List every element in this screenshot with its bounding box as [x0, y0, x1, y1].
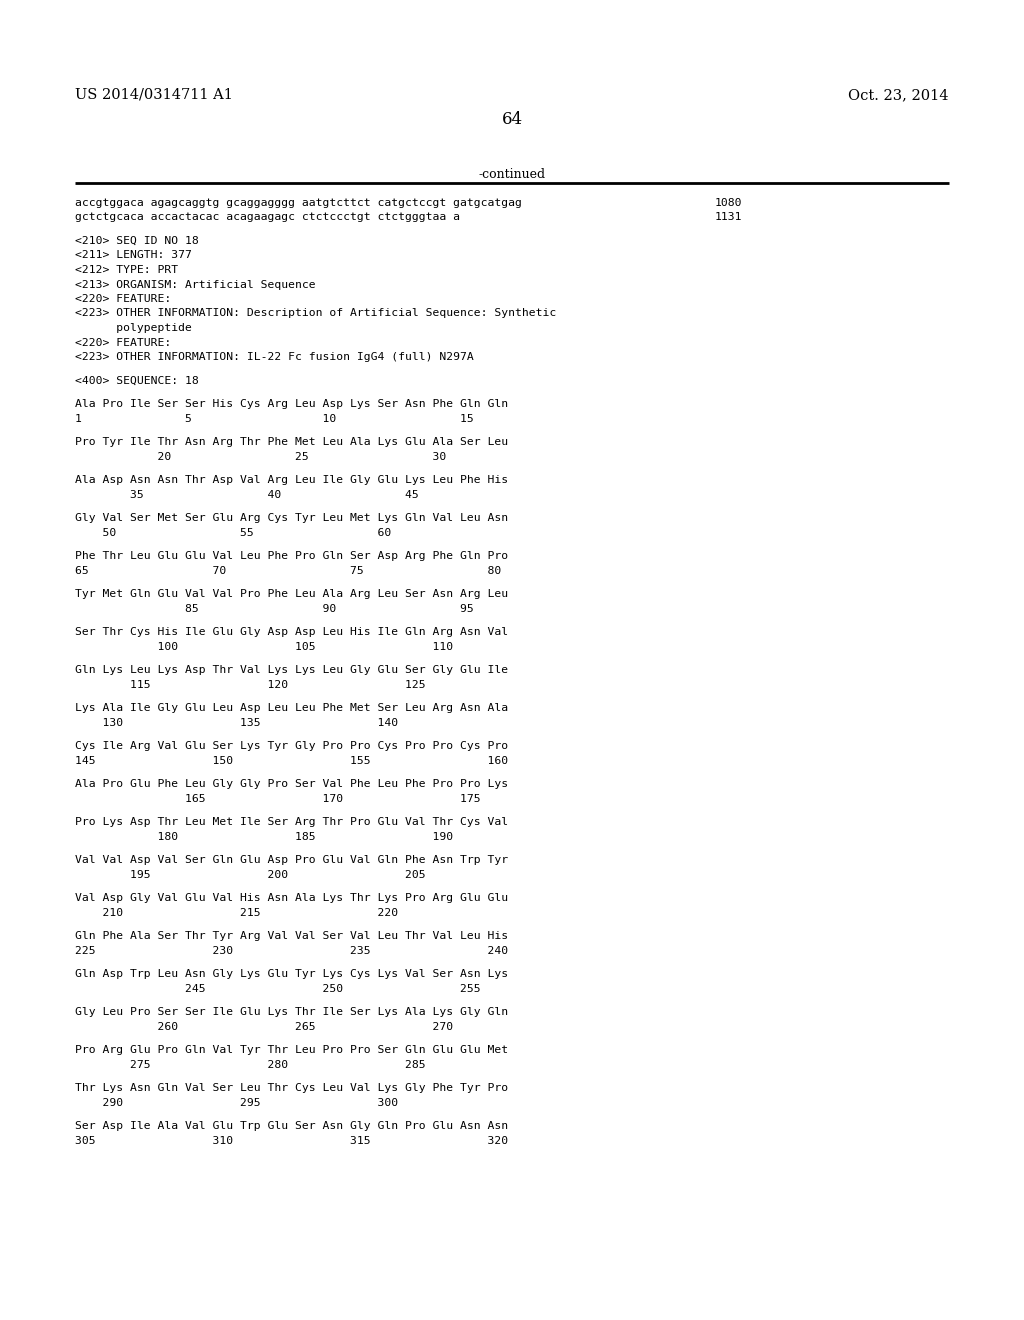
Text: 64: 64: [502, 111, 522, 128]
Text: <211> LENGTH: 377: <211> LENGTH: 377: [75, 251, 191, 260]
Text: Gln Phe Ala Ser Thr Tyr Arg Val Val Ser Val Leu Thr Val Leu His: Gln Phe Ala Ser Thr Tyr Arg Val Val Ser …: [75, 931, 508, 941]
Text: US 2014/0314711 A1: US 2014/0314711 A1: [75, 88, 232, 102]
Text: gctctgcaca accactacac acagaagagc ctctccctgt ctctgggtaa a: gctctgcaca accactacac acagaagagc ctctccc…: [75, 213, 460, 223]
Text: Val Asp Gly Val Glu Val His Asn Ala Lys Thr Lys Pro Arg Glu Glu: Val Asp Gly Val Glu Val His Asn Ala Lys …: [75, 894, 508, 903]
Text: <223> OTHER INFORMATION: Description of Artificial Sequence: Synthetic: <223> OTHER INFORMATION: Description of …: [75, 309, 556, 318]
Text: Oct. 23, 2014: Oct. 23, 2014: [849, 88, 949, 102]
Text: Tyr Met Gln Glu Val Val Pro Phe Leu Ala Arg Leu Ser Asn Arg Leu: Tyr Met Gln Glu Val Val Pro Phe Leu Ala …: [75, 589, 508, 599]
Text: 260                 265                 270: 260 265 270: [75, 1022, 454, 1031]
Text: 195                 200                 205: 195 200 205: [75, 870, 426, 879]
Text: <400> SEQUENCE: 18: <400> SEQUENCE: 18: [75, 375, 199, 385]
Text: 100                 105                 110: 100 105 110: [75, 642, 454, 652]
Text: 50                  55                  60: 50 55 60: [75, 528, 391, 537]
Text: <220> FEATURE:: <220> FEATURE:: [75, 294, 171, 304]
Text: Ala Pro Glu Phe Leu Gly Gly Pro Ser Val Phe Leu Phe Pro Pro Lys: Ala Pro Glu Phe Leu Gly Gly Pro Ser Val …: [75, 779, 508, 789]
Text: Cys Ile Arg Val Glu Ser Lys Tyr Gly Pro Pro Cys Pro Pro Cys Pro: Cys Ile Arg Val Glu Ser Lys Tyr Gly Pro …: [75, 741, 508, 751]
Text: Ala Asp Asn Asn Thr Asp Val Arg Leu Ile Gly Glu Lys Leu Phe His: Ala Asp Asn Asn Thr Asp Val Arg Leu Ile …: [75, 475, 508, 484]
Text: Ser Thr Cys His Ile Glu Gly Asp Asp Leu His Ile Gln Arg Asn Val: Ser Thr Cys His Ile Glu Gly Asp Asp Leu …: [75, 627, 508, 638]
Text: 65                  70                  75                  80: 65 70 75 80: [75, 565, 502, 576]
Text: 115                 120                 125: 115 120 125: [75, 680, 426, 689]
Text: Pro Lys Asp Thr Leu Met Ile Ser Arg Thr Pro Glu Val Thr Cys Val: Pro Lys Asp Thr Leu Met Ile Ser Arg Thr …: [75, 817, 508, 828]
Text: 165                 170                 175: 165 170 175: [75, 793, 480, 804]
Text: polypeptide: polypeptide: [75, 323, 191, 333]
Text: <210> SEQ ID NO 18: <210> SEQ ID NO 18: [75, 236, 199, 246]
Text: 180                 185                 190: 180 185 190: [75, 832, 454, 842]
Text: Lys Ala Ile Gly Glu Leu Asp Leu Leu Phe Met Ser Leu Arg Asn Ala: Lys Ala Ile Gly Glu Leu Asp Leu Leu Phe …: [75, 704, 508, 713]
Text: 225                 230                 235                 240: 225 230 235 240: [75, 945, 508, 956]
Text: Ala Pro Ile Ser Ser His Cys Arg Leu Asp Lys Ser Asn Phe Gln Gln: Ala Pro Ile Ser Ser His Cys Arg Leu Asp …: [75, 399, 508, 409]
Text: Pro Tyr Ile Thr Asn Arg Thr Phe Met Leu Ala Lys Glu Ala Ser Leu: Pro Tyr Ile Thr Asn Arg Thr Phe Met Leu …: [75, 437, 508, 447]
Text: 35                  40                  45: 35 40 45: [75, 490, 419, 499]
Text: 290                 295                 300: 290 295 300: [75, 1097, 398, 1107]
Text: 210                 215                 220: 210 215 220: [75, 908, 398, 917]
Text: 245                 250                 255: 245 250 255: [75, 983, 480, 994]
Text: 1080: 1080: [715, 198, 742, 209]
Text: <213> ORGANISM: Artificial Sequence: <213> ORGANISM: Artificial Sequence: [75, 280, 315, 289]
Text: accgtggaca agagcaggtg gcaggagggg aatgtcttct catgctccgt gatgcatgag: accgtggaca agagcaggtg gcaggagggg aatgtct…: [75, 198, 522, 209]
Text: 145                 150                 155                 160: 145 150 155 160: [75, 755, 508, 766]
Text: 305                 310                 315                 320: 305 310 315 320: [75, 1135, 508, 1146]
Text: Thr Lys Asn Gln Val Ser Leu Thr Cys Leu Val Lys Gly Phe Tyr Pro: Thr Lys Asn Gln Val Ser Leu Thr Cys Leu …: [75, 1082, 508, 1093]
Text: Gln Asp Trp Leu Asn Gly Lys Glu Tyr Lys Cys Lys Val Ser Asn Lys: Gln Asp Trp Leu Asn Gly Lys Glu Tyr Lys …: [75, 969, 508, 979]
Text: 20                  25                  30: 20 25 30: [75, 451, 446, 462]
Text: 130                 135                 140: 130 135 140: [75, 718, 398, 727]
Text: Phe Thr Leu Glu Glu Val Leu Phe Pro Gln Ser Asp Arg Phe Gln Pro: Phe Thr Leu Glu Glu Val Leu Phe Pro Gln …: [75, 550, 508, 561]
Text: <212> TYPE: PRT: <212> TYPE: PRT: [75, 265, 178, 275]
Text: Ser Asp Ile Ala Val Glu Trp Glu Ser Asn Gly Gln Pro Glu Asn Asn: Ser Asp Ile Ala Val Glu Trp Glu Ser Asn …: [75, 1121, 508, 1131]
Text: 85                  90                  95: 85 90 95: [75, 603, 474, 614]
Text: 1131: 1131: [715, 213, 742, 223]
Text: Gln Lys Leu Lys Asp Thr Val Lys Lys Leu Gly Glu Ser Gly Glu Ile: Gln Lys Leu Lys Asp Thr Val Lys Lys Leu …: [75, 665, 508, 675]
Text: 275                 280                 285: 275 280 285: [75, 1060, 426, 1069]
Text: Pro Arg Glu Pro Gln Val Tyr Thr Leu Pro Pro Ser Gln Glu Glu Met: Pro Arg Glu Pro Gln Val Tyr Thr Leu Pro …: [75, 1045, 508, 1055]
Text: Gly Leu Pro Ser Ser Ile Glu Lys Thr Ile Ser Lys Ala Lys Gly Gln: Gly Leu Pro Ser Ser Ile Glu Lys Thr Ile …: [75, 1007, 508, 1016]
Text: <220> FEATURE:: <220> FEATURE:: [75, 338, 171, 347]
Text: Gly Val Ser Met Ser Glu Arg Cys Tyr Leu Met Lys Gln Val Leu Asn: Gly Val Ser Met Ser Glu Arg Cys Tyr Leu …: [75, 513, 508, 523]
Text: 1               5                   10                  15: 1 5 10 15: [75, 413, 474, 424]
Text: -continued: -continued: [478, 168, 546, 181]
Text: Val Val Asp Val Ser Gln Glu Asp Pro Glu Val Gln Phe Asn Trp Tyr: Val Val Asp Val Ser Gln Glu Asp Pro Glu …: [75, 855, 508, 865]
Text: <223> OTHER INFORMATION: IL-22 Fc fusion IgG4 (full) N297A: <223> OTHER INFORMATION: IL-22 Fc fusion…: [75, 352, 474, 362]
